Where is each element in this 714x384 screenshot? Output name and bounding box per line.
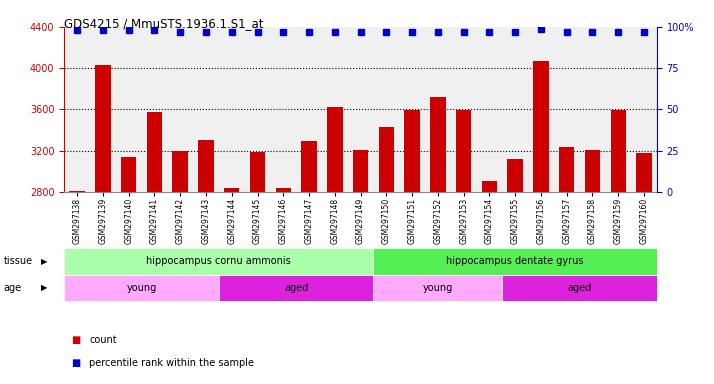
Bar <box>198 141 213 192</box>
Bar <box>404 111 420 192</box>
Bar <box>95 65 111 192</box>
Text: ■: ■ <box>71 358 81 368</box>
Bar <box>224 188 239 192</box>
Text: percentile rank within the sample: percentile rank within the sample <box>89 358 254 368</box>
Bar <box>121 157 136 192</box>
Bar <box>327 108 343 192</box>
Bar <box>373 248 657 275</box>
Bar <box>502 275 657 301</box>
Bar <box>69 191 85 192</box>
Bar <box>456 111 471 192</box>
Bar <box>559 147 575 192</box>
Text: aged: aged <box>284 283 308 293</box>
Bar <box>64 275 219 301</box>
Bar <box>250 152 265 192</box>
Text: hippocampus dentate gyrus: hippocampus dentate gyrus <box>446 256 584 266</box>
Bar <box>378 127 394 192</box>
Bar <box>64 248 373 275</box>
Bar <box>585 150 600 192</box>
Text: ▶: ▶ <box>41 283 48 293</box>
Bar <box>373 275 502 301</box>
Bar <box>353 150 368 192</box>
Bar <box>430 97 446 192</box>
Text: ■: ■ <box>71 335 81 345</box>
Bar <box>636 153 652 192</box>
Bar <box>173 151 188 192</box>
Bar <box>610 111 626 192</box>
Text: count: count <box>89 335 117 345</box>
Text: GDS4215 / MmuSTS.1936.1.S1_at: GDS4215 / MmuSTS.1936.1.S1_at <box>64 17 263 30</box>
Text: aged: aged <box>568 283 592 293</box>
Bar <box>482 180 497 192</box>
Bar <box>146 111 162 192</box>
Bar <box>301 141 317 192</box>
Bar <box>276 188 291 192</box>
Text: hippocampus cornu ammonis: hippocampus cornu ammonis <box>146 256 291 266</box>
Text: ▶: ▶ <box>41 257 48 266</box>
Text: young: young <box>126 283 156 293</box>
Text: young: young <box>423 283 453 293</box>
Text: age: age <box>4 283 21 293</box>
Bar <box>219 275 373 301</box>
Bar <box>508 159 523 192</box>
Text: tissue: tissue <box>4 256 33 266</box>
Bar <box>533 61 548 192</box>
